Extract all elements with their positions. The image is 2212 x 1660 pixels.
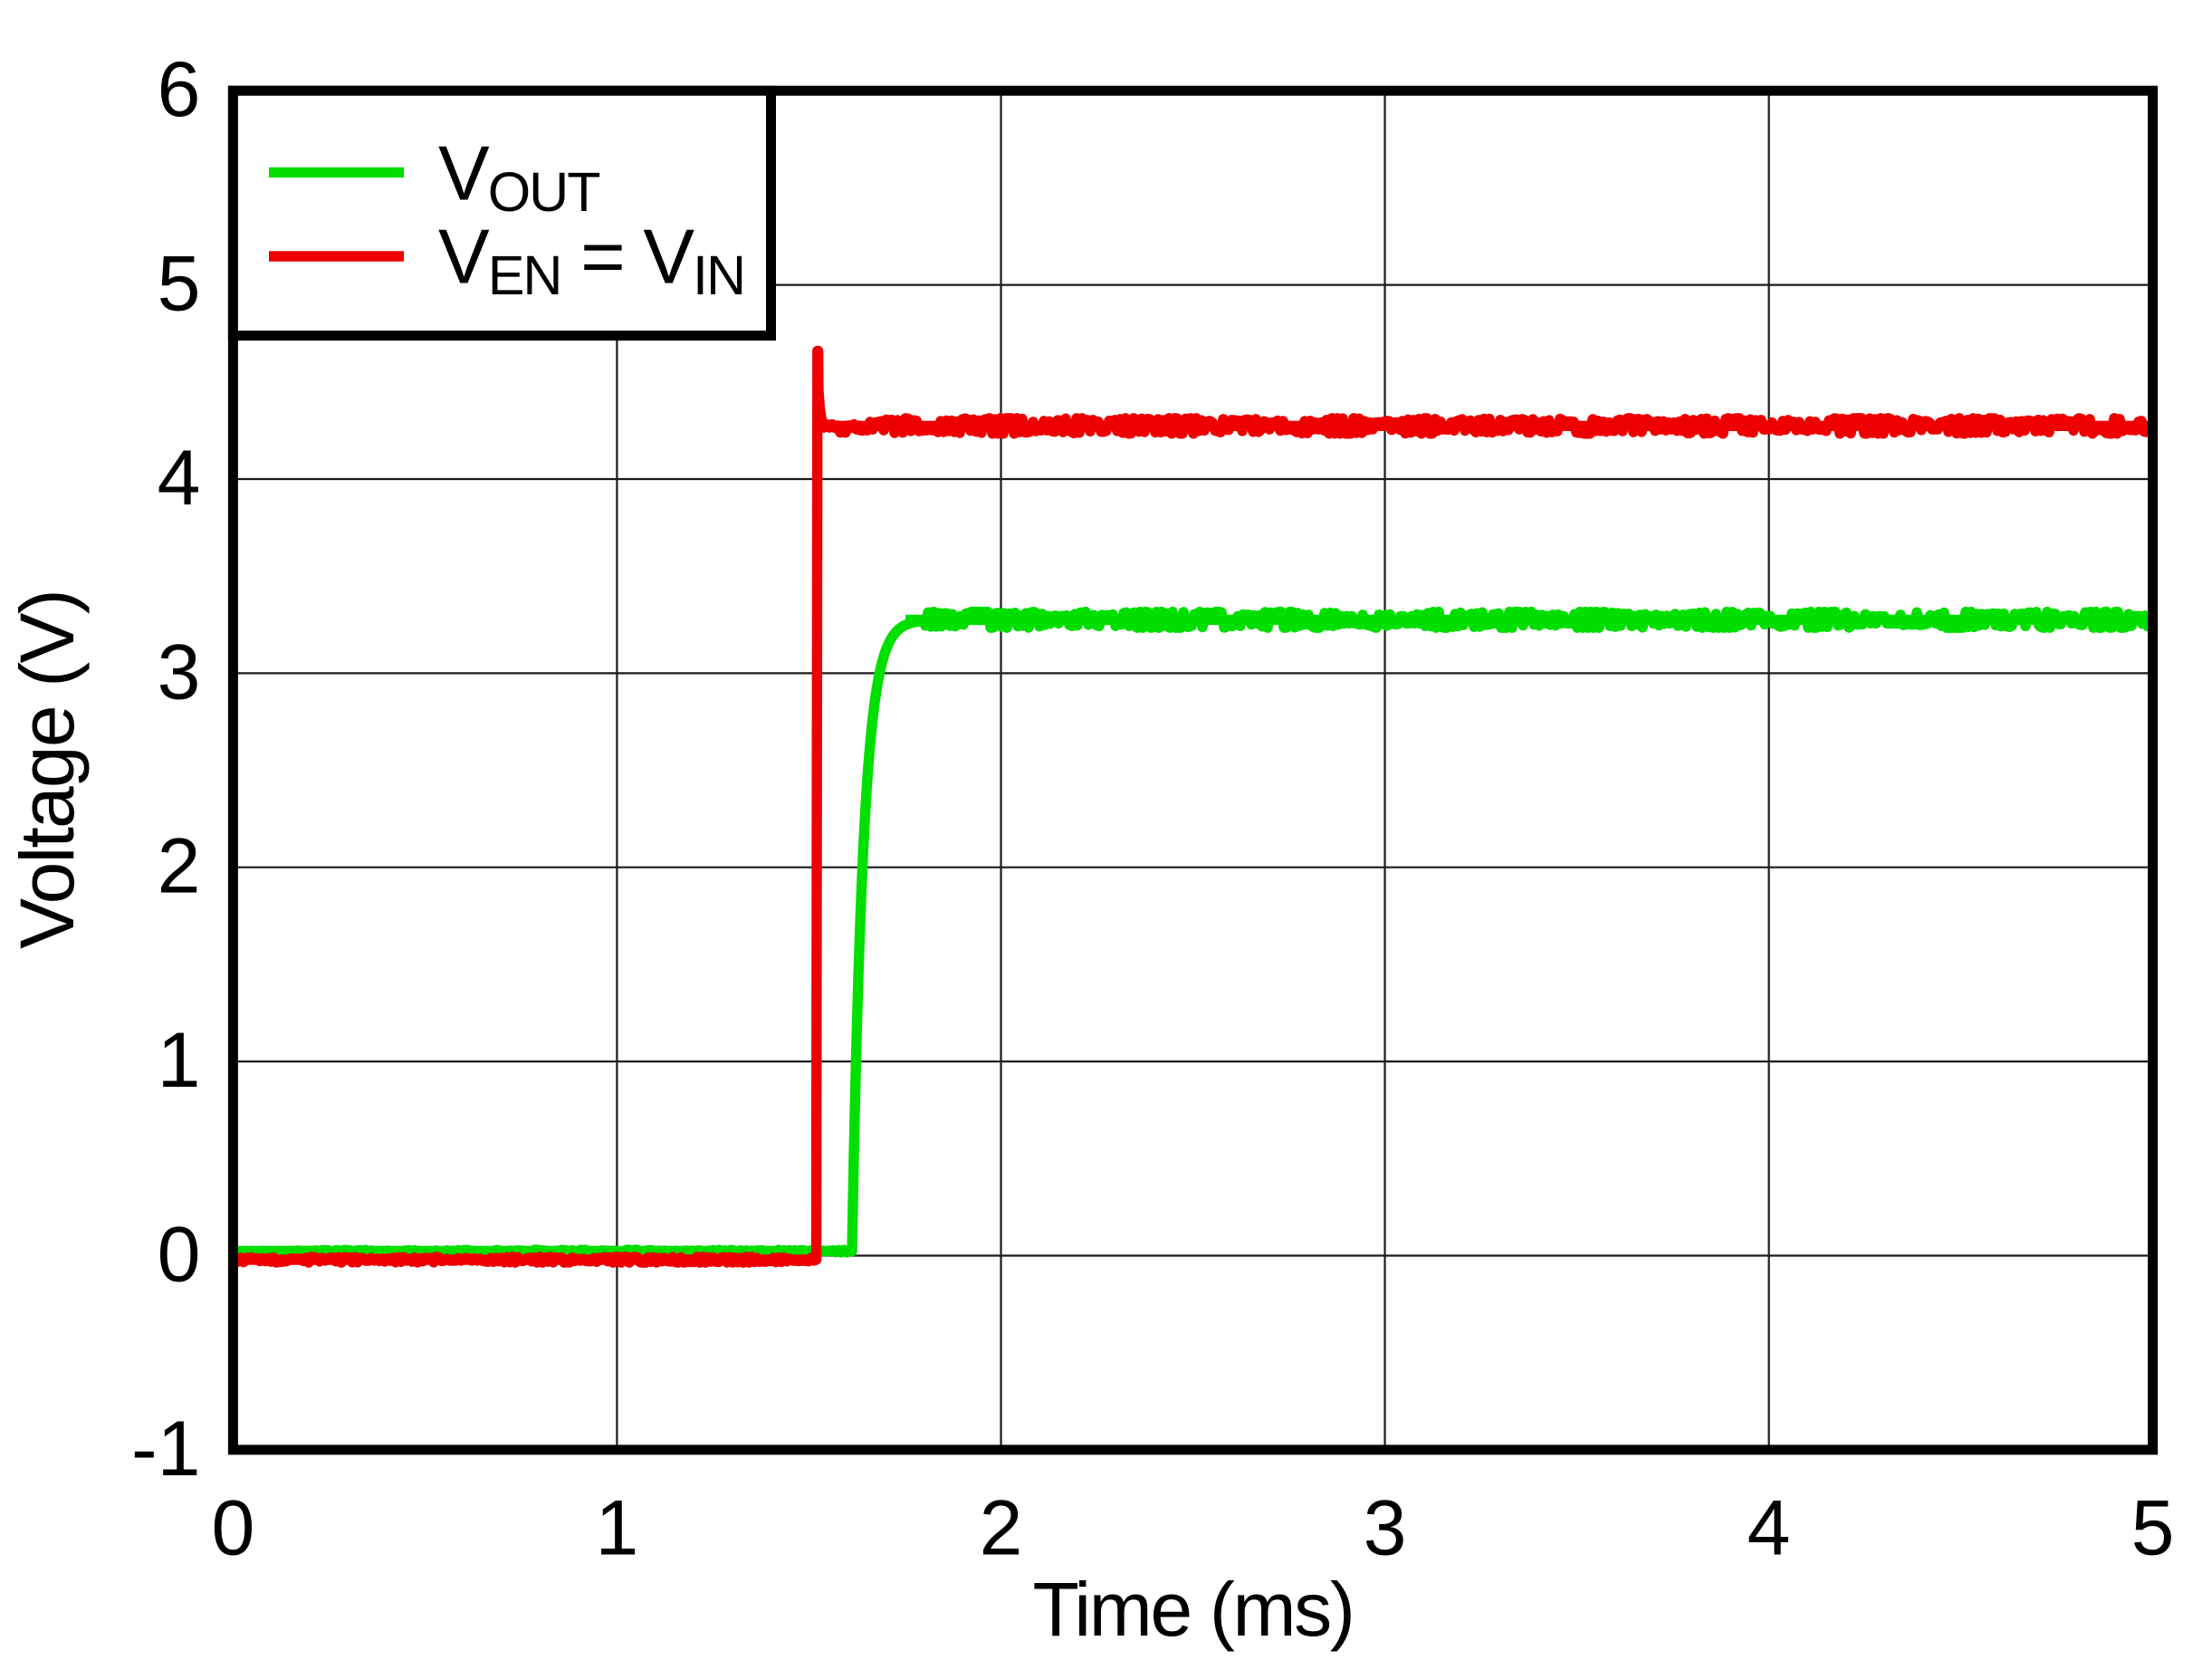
svg-text:0: 0 bbox=[211, 1485, 254, 1572]
svg-text:Time (ms): Time (ms) bbox=[1032, 1567, 1353, 1652]
svg-text:3: 3 bbox=[1364, 1485, 1407, 1572]
svg-text:5: 5 bbox=[2131, 1485, 2175, 1572]
svg-text:6: 6 bbox=[158, 46, 201, 133]
svg-text:Voltage (V): Voltage (V) bbox=[5, 590, 90, 949]
svg-text:2: 2 bbox=[980, 1485, 1023, 1572]
svg-text:4: 4 bbox=[1748, 1485, 1791, 1572]
svg-text:5: 5 bbox=[158, 241, 201, 328]
svg-text:4: 4 bbox=[158, 435, 201, 522]
svg-text:2: 2 bbox=[158, 823, 201, 910]
svg-text:0: 0 bbox=[158, 1212, 201, 1299]
svg-text:3: 3 bbox=[158, 628, 201, 715]
svg-text:1: 1 bbox=[158, 1017, 201, 1104]
svg-text:-1: -1 bbox=[131, 1406, 200, 1492]
svg-text:1: 1 bbox=[595, 1485, 638, 1572]
